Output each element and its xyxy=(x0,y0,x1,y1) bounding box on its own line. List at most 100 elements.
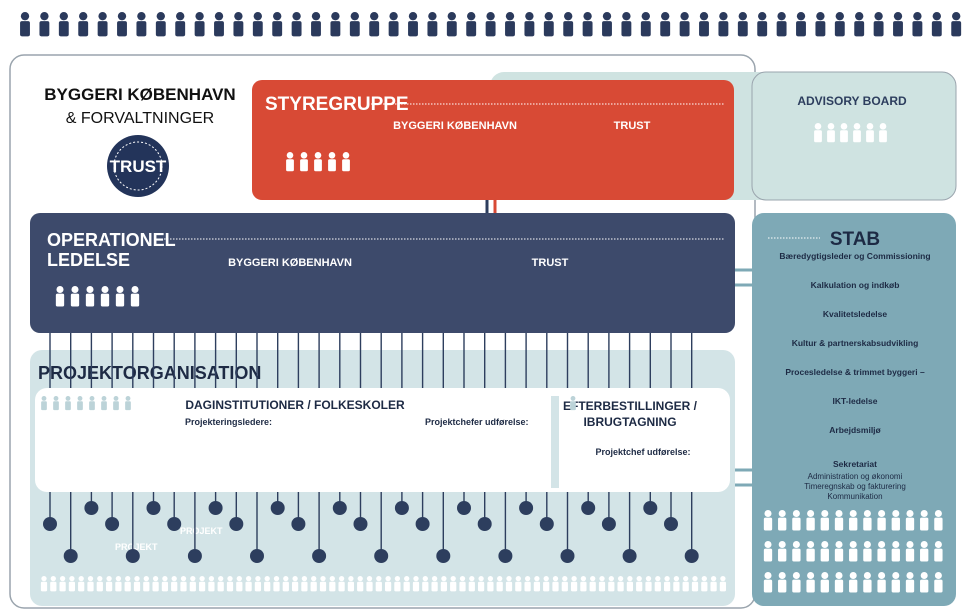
person-icon xyxy=(778,548,787,562)
person-icon xyxy=(626,581,634,592)
person-icon xyxy=(608,576,614,582)
person-icon xyxy=(834,579,844,593)
person-icon xyxy=(878,572,886,580)
person-icon xyxy=(101,396,107,401)
person-icon xyxy=(496,581,503,592)
person-icon xyxy=(738,12,747,21)
person-icon xyxy=(892,572,900,580)
stab-box xyxy=(752,213,956,606)
logo-ring xyxy=(113,141,163,191)
person-icon xyxy=(106,576,112,582)
person-icon xyxy=(292,576,298,582)
project-node xyxy=(643,501,658,515)
person-icon xyxy=(821,510,829,518)
person-icon xyxy=(50,581,57,592)
person-icon xyxy=(497,576,503,582)
person-icon xyxy=(459,581,466,592)
person-icon xyxy=(806,517,815,531)
person-icon xyxy=(70,293,80,307)
person-icon xyxy=(796,12,806,21)
person-icon xyxy=(310,581,317,592)
person-icon xyxy=(55,293,65,307)
stab-title: STAB xyxy=(830,229,880,250)
projekt-label: PROJEKT xyxy=(115,542,158,552)
person-icon xyxy=(282,581,289,592)
person-icon xyxy=(816,12,825,21)
person-icon xyxy=(683,576,689,582)
person-icon xyxy=(891,517,900,531)
person-icon xyxy=(524,581,531,592)
role: Projektchefer udførelse: xyxy=(425,417,529,427)
person-icon xyxy=(286,159,294,172)
person-icon xyxy=(40,581,48,592)
person-icon xyxy=(827,130,835,143)
person-icon xyxy=(311,12,321,21)
person-icon xyxy=(440,581,448,592)
project-node xyxy=(664,517,678,531)
person-icon xyxy=(660,21,671,37)
person-icon xyxy=(101,401,107,411)
project-node xyxy=(601,517,616,531)
person-icon xyxy=(590,576,596,582)
person-icon xyxy=(459,576,466,582)
person-icon xyxy=(877,517,886,531)
person-icon xyxy=(849,510,857,518)
person-icon xyxy=(78,21,89,37)
person-icon xyxy=(236,576,242,582)
person-icon xyxy=(920,548,929,562)
person-icon xyxy=(524,21,535,37)
person-icon xyxy=(105,581,113,592)
person-icon xyxy=(357,581,364,592)
person-icon xyxy=(663,581,671,592)
person-icon xyxy=(849,579,858,593)
projekt-title: PROJEKTORGANISATION xyxy=(38,363,261,383)
person-icon xyxy=(171,581,178,592)
person-icon xyxy=(245,576,252,582)
person-icon xyxy=(115,581,122,592)
person-icon xyxy=(198,581,206,592)
project-node xyxy=(312,549,327,563)
person-icon xyxy=(137,12,146,21)
project-node xyxy=(622,549,637,563)
person-icon xyxy=(835,541,843,549)
person-icon xyxy=(778,572,786,580)
person-icon xyxy=(117,12,127,21)
person-icon xyxy=(236,581,243,592)
person-icon xyxy=(180,576,187,582)
person-icon xyxy=(487,581,494,592)
person-icon xyxy=(125,401,131,411)
person-icon xyxy=(384,581,392,592)
project-node xyxy=(684,549,699,563)
person-icon xyxy=(376,576,382,582)
person-icon xyxy=(68,581,76,592)
person-icon xyxy=(450,576,456,582)
person-icon xyxy=(645,581,652,592)
person-icon xyxy=(331,12,340,21)
person-icon xyxy=(814,123,822,130)
person-icon xyxy=(920,579,929,593)
person-icon xyxy=(176,12,185,21)
divider xyxy=(551,396,559,488)
person-icon xyxy=(878,541,886,549)
person-icon xyxy=(543,21,554,37)
person-icon xyxy=(863,541,871,549)
person-icon xyxy=(763,579,773,593)
person-icon xyxy=(673,576,680,582)
stab-item: Kultur & partnerskabsudvikling xyxy=(792,338,919,348)
person-icon xyxy=(273,12,282,21)
project-node xyxy=(581,501,596,515)
person-icon xyxy=(863,572,871,580)
person-icon xyxy=(627,576,633,582)
operationel-title: OPERATIONEL xyxy=(47,230,176,250)
stab-item: Kalkulation og indkøb xyxy=(811,280,900,290)
person-icon xyxy=(778,510,786,518)
person-icon xyxy=(679,21,690,37)
person-icon xyxy=(701,581,708,592)
person-icon xyxy=(253,12,262,21)
person-icon xyxy=(617,581,624,592)
project-node xyxy=(146,501,161,515)
person-icon xyxy=(59,581,66,592)
person-icon xyxy=(905,517,915,531)
project-node xyxy=(125,549,140,563)
person-icon xyxy=(264,576,270,582)
